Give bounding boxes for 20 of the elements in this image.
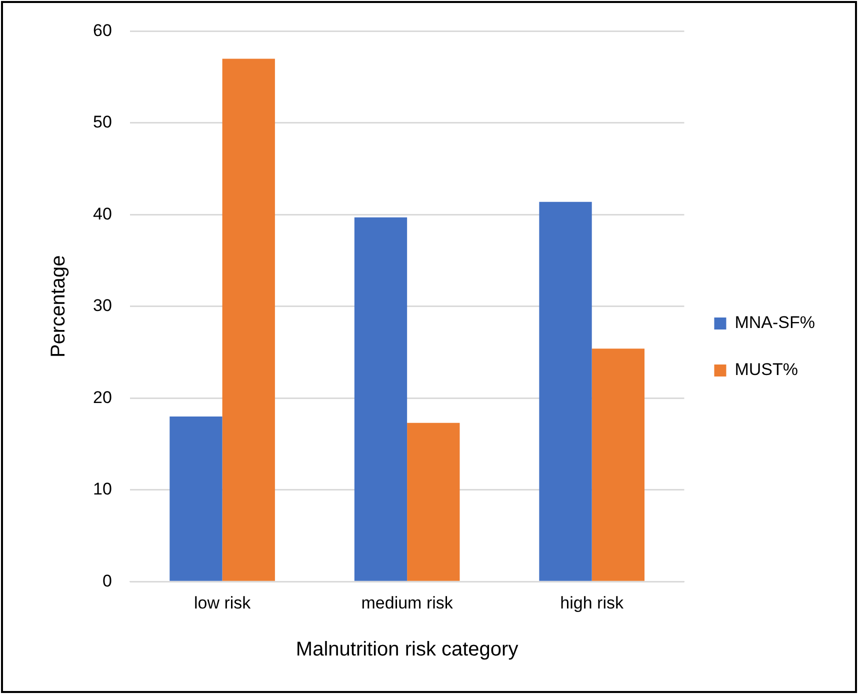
bar [592,348,644,581]
legend-label: MUST% [734,360,798,380]
x-tick-label: high risk [560,593,624,612]
y-tick-label: 40 [92,204,112,224]
y-tick-label: 20 [92,388,112,407]
y-tick-label: 10 [92,480,112,499]
x-axis-title: Malnutrition risk category [296,638,518,661]
y-tick-label: 50 [92,112,112,132]
x-tick-label: low risk [194,593,252,612]
bar [170,416,222,581]
bar [354,217,408,581]
x-tick-label: medium risk [361,593,454,612]
bar [539,202,592,581]
bar [222,58,275,581]
y-tick-label: 0 [102,571,112,590]
bar [407,422,460,581]
legend-label: MNA-SF% [734,313,816,332]
y-tick-label: 60 [92,20,112,40]
y-axis-title: Percentage [48,255,70,358]
y-tick-label: 30 [92,296,112,316]
